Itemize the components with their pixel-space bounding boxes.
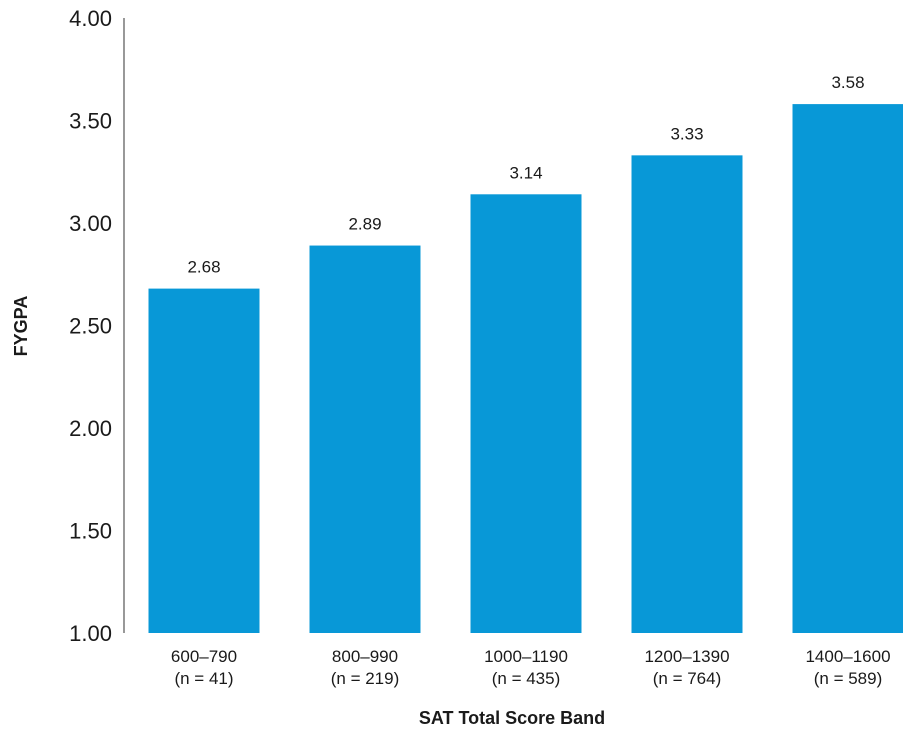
category-labels: 600–790 (n = 41) 800–990 (n = 219) 1000–1190… (171, 647, 891, 688)
x-category-count: (n = 589) (814, 669, 883, 688)
y-tick-label: 1.50 (69, 519, 112, 544)
bar-value-label: 2.89 (348, 215, 381, 234)
x-category-label: 1400–1600 (805, 647, 890, 666)
bar-value-label: 3.33 (670, 124, 703, 143)
bars (148, 104, 903, 634)
y-axis-title: FYGPA (11, 296, 31, 357)
y-tick-label: 2.50 (69, 314, 112, 339)
x-category-count: (n = 764) (653, 669, 722, 688)
bar (309, 245, 421, 634)
x-category-label: 1000–1190 (484, 647, 568, 666)
value-labels: 2.68 2.89 3.14 3.33 3.58 (187, 73, 864, 277)
y-tick-label: 3.00 (69, 211, 112, 236)
x-category-count: (n = 41) (174, 669, 233, 688)
y-tick-label: 4.00 (69, 6, 112, 31)
bar (148, 288, 260, 633)
y-tick-labels: 1.00 1.50 2.00 2.50 3.00 3.50 4.00 (69, 6, 112, 646)
x-category-count: (n = 219) (331, 669, 400, 688)
y-tick-label: 3.50 (69, 109, 112, 134)
y-tick-label: 1.00 (69, 621, 112, 646)
x-category-label: 1200–1390 (644, 647, 729, 666)
bar-value-label: 2.68 (187, 258, 220, 277)
x-category-label: 800–990 (332, 647, 398, 666)
y-tick-label: 2.00 (69, 416, 112, 441)
x-category-label: 600–790 (171, 647, 237, 666)
bar-value-label: 3.14 (509, 163, 542, 182)
bar (631, 155, 743, 633)
x-axis-title: SAT Total Score Band (419, 708, 605, 728)
x-category-count: (n = 435) (492, 669, 561, 688)
bar (470, 194, 582, 634)
bar-value-label: 3.58 (831, 73, 864, 92)
bar (792, 104, 903, 634)
